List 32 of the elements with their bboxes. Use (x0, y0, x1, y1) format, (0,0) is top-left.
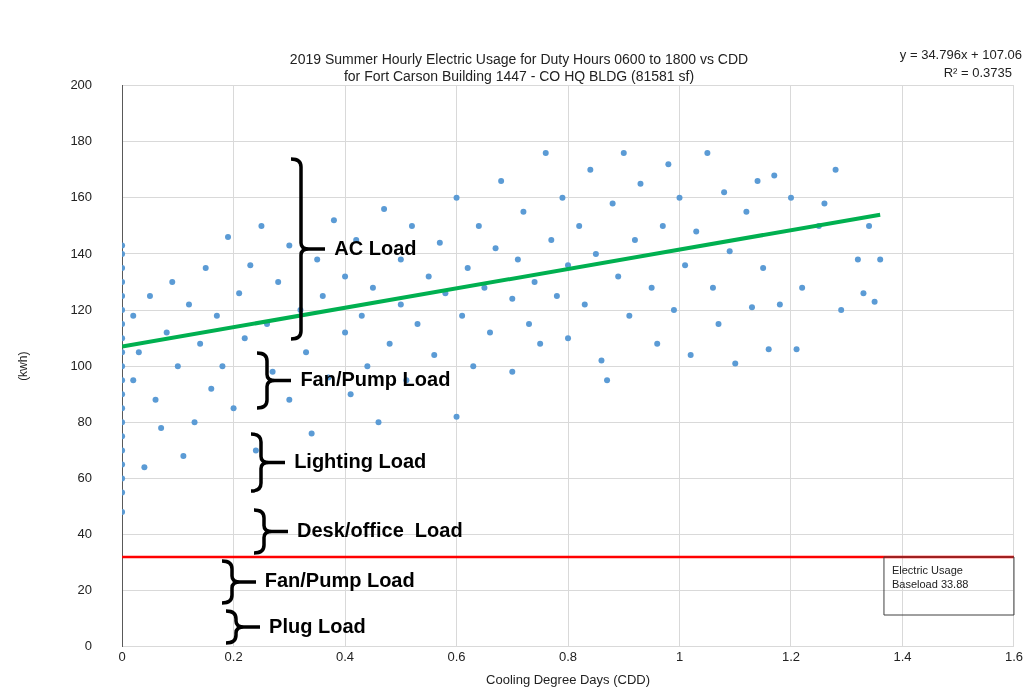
annotation: Plug Load (269, 614, 366, 637)
y-tick-label: 60 (77, 470, 93, 486)
ref-line-label: Electric Usage Baseload 33.88 (891, 563, 969, 590)
text: y = 34.796x + 107.06 (899, 47, 1022, 63)
x-tick-label: 0.2 (224, 649, 243, 665)
y-tick-label: 80 (77, 413, 93, 429)
y-tick-label: 40 (77, 526, 93, 542)
y-tick-label: 100 (70, 357, 93, 373)
annotation: AC Load (334, 236, 417, 259)
y-tick-label: 20 (77, 582, 93, 598)
chart-title: 2019 Summer Hourly Electric Usage for Duty Hours 0600 to 1800 vs CDD for Fort Carson Building 1447 - CO HQ BLDG (81581 sf) (289, 51, 749, 85)
y-tick-label: 200 (70, 77, 93, 93)
x-tick-label: 0.4 (336, 649, 355, 665)
annotation: Fan/Pump Load (264, 569, 415, 592)
annotation: Lighting Load (294, 449, 427, 472)
y-tick-label: 0 (84, 638, 93, 654)
x-axis-title: Cooling Degree Days (CDD) (486, 671, 651, 687)
x-tick-label: 1.2 (781, 649, 801, 665)
text: R² = 0.3735 (943, 65, 1012, 81)
x-tick-label: 1.4 (893, 649, 912, 665)
y-tick-label: 180 (70, 133, 93, 149)
annotation: Fan/Pump Load (300, 367, 451, 390)
x-tick-label: 0.6 (447, 649, 466, 665)
x-tick-label: 0 (118, 649, 126, 665)
x-tick-label: 0.8 (558, 649, 578, 665)
y-tick-label: 120 (70, 301, 93, 317)
annotation: Desk/office Load (297, 518, 463, 541)
y-tick-label: 160 (70, 189, 93, 205)
x-tick-label: 1 (675, 649, 684, 665)
x-tick-label: 1.6 (1004, 649, 1023, 665)
y-tick-label: 140 (70, 245, 93, 261)
y-axis-title: (kwh) (15, 351, 30, 381)
